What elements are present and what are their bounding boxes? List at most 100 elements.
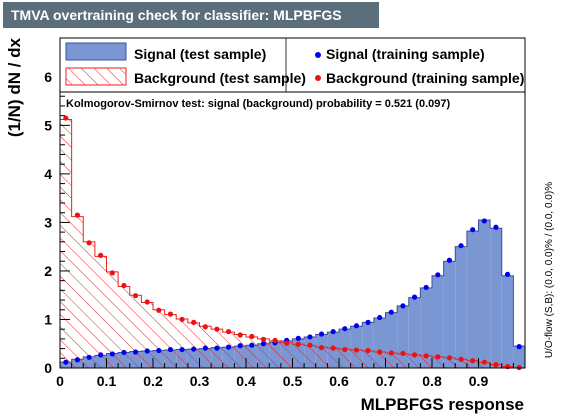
y-tick-label: 0 — [44, 360, 52, 376]
background-train-point — [388, 350, 394, 356]
y-tick-label: 3 — [44, 214, 52, 230]
signal-test-bar — [432, 275, 444, 368]
background-train-point — [481, 359, 487, 365]
signal-test-bar — [350, 326, 363, 368]
signal-train-point — [470, 227, 476, 233]
signal-test-bar — [466, 231, 479, 368]
y-tick-label: 4 — [44, 166, 52, 182]
background-train-point — [132, 293, 139, 299]
background-train-point — [86, 240, 92, 246]
background-train-point — [446, 355, 453, 361]
signal-train-point — [365, 319, 371, 325]
background-test-bar — [362, 351, 374, 368]
signal-train-point — [260, 341, 267, 347]
background-test-bar — [153, 309, 165, 368]
y-tick-label: 6 — [44, 69, 52, 85]
signal-test-bar — [455, 246, 467, 368]
overflow-text: U/O-flow (S,B): (0.0, 0.0)% / (0.0, 0.0)… — [544, 182, 555, 358]
background-train-point — [225, 329, 232, 335]
x-tick-label: 0.5 — [283, 373, 303, 389]
legend-signal-train-label: Signal (training sample) — [326, 46, 485, 62]
signal-test-bar — [420, 287, 432, 368]
background-train-point — [330, 345, 336, 351]
background-test-bar — [222, 332, 235, 368]
signal-test-bar — [490, 228, 502, 368]
background-test-bar — [466, 360, 479, 368]
signal-train-point — [132, 349, 139, 355]
legend-signal-train-marker — [315, 52, 321, 58]
signal-test-bar — [373, 318, 386, 368]
background-test-bar — [420, 355, 432, 368]
background-test-bar — [83, 241, 95, 368]
background-test-bar — [60, 119, 72, 368]
signal-test-bar — [408, 297, 421, 368]
legend-background-test-swatch — [65, 67, 127, 86]
signal-train-point — [330, 329, 336, 335]
background-train-point — [411, 352, 418, 358]
background-train-point — [237, 332, 243, 338]
background-train-point — [284, 340, 290, 346]
background-train-point — [98, 252, 104, 259]
signal-train-point — [98, 352, 104, 358]
signal-test-bar — [478, 219, 491, 368]
background-train-point — [144, 299, 150, 305]
background-train-point — [121, 282, 127, 289]
background-test-bar — [71, 216, 84, 368]
background-train-point — [377, 349, 383, 355]
background-train-point — [260, 336, 267, 342]
x-tick-label: 0.3 — [190, 373, 210, 389]
legend-background-test-label: Background (test sample) — [134, 70, 306, 86]
background-test-bar — [106, 271, 119, 368]
background-test-bar — [292, 344, 305, 368]
signal-train-point — [504, 271, 511, 277]
x-axis-label: MLPBFGS response — [361, 395, 524, 414]
background-train-point — [493, 362, 499, 368]
signal-train-point — [458, 243, 464, 249]
background-train-point — [249, 333, 255, 340]
signal-test-bar — [443, 261, 456, 368]
signal-train-point — [400, 303, 406, 309]
background-train-point — [167, 311, 174, 317]
y-tick-label: 5 — [44, 117, 52, 133]
background-test-bar — [408, 354, 421, 368]
background-test-bar — [478, 362, 491, 368]
signal-train-point — [74, 357, 81, 363]
background-test-bar — [350, 350, 363, 368]
signal-train-point — [435, 272, 441, 278]
signal-train-point — [307, 334, 313, 340]
signal-train-point — [144, 348, 150, 354]
background-test-bar — [339, 349, 351, 368]
signal-test-bar — [501, 275, 514, 368]
background-train-point — [400, 350, 406, 357]
signal-train-point — [353, 323, 360, 329]
signal-train-point — [63, 359, 69, 365]
signal-train-point — [249, 342, 255, 348]
background-train-point — [365, 347, 371, 354]
background-train-point — [353, 347, 360, 353]
background-test-bar — [246, 336, 258, 368]
signal-train-point — [214, 345, 220, 351]
y-tick-label: 2 — [44, 263, 52, 279]
x-tick-label: 0.8 — [422, 373, 442, 389]
signal-train-point — [493, 224, 499, 230]
background-train-point — [423, 353, 429, 359]
y-axis-label: (1/N) dN / dx — [5, 37, 24, 137]
signal-train-point — [377, 314, 383, 321]
signal-test-bar — [513, 346, 525, 368]
background-test-bar — [269, 340, 281, 368]
signal-train-point — [411, 294, 418, 300]
x-tick-label: 0.4 — [236, 373, 256, 389]
signal-train-point — [516, 344, 522, 350]
signal-train-point — [295, 335, 301, 341]
signal-train-point — [225, 344, 232, 350]
background-test-bar — [280, 342, 293, 368]
signal-train-point — [121, 349, 127, 356]
signal-train-point — [388, 309, 394, 315]
background-train-point — [458, 356, 464, 362]
ks-test-text: Kolmogorov-Smirnov test: signal (backgro… — [66, 98, 450, 110]
y-tick-label: 1 — [44, 311, 52, 327]
background-test-bar — [234, 334, 246, 368]
background-train-point — [202, 324, 208, 330]
x-tick-label: 0.7 — [376, 373, 396, 389]
